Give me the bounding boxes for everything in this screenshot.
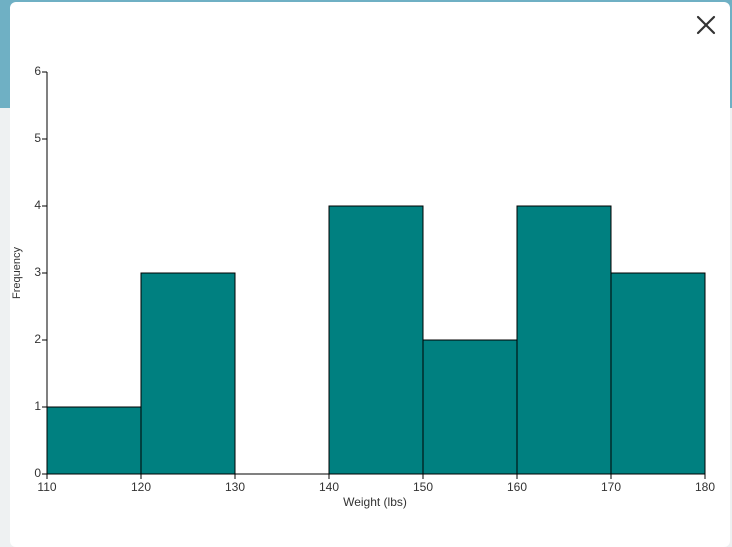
y-tick-label: 3 (34, 265, 41, 279)
bar (610, 272, 706, 475)
y-tick-label: 5 (34, 131, 41, 145)
bar (46, 406, 142, 475)
bar (328, 205, 424, 475)
x-tick-label: 150 (413, 480, 433, 494)
bar (140, 272, 236, 475)
x-tick-label: 130 (225, 480, 245, 494)
y-tick-label: 0 (34, 466, 41, 480)
bar (422, 339, 518, 475)
x-tick-label: 170 (601, 480, 621, 494)
close-button[interactable] (696, 15, 716, 35)
y-axis-label: Frequency (11, 247, 23, 299)
x-tick-label: 110 (37, 480, 56, 494)
x-tick-label: 160 (507, 480, 527, 494)
x-tick-label: 180 (695, 480, 715, 494)
y-tick-label: 4 (34, 198, 41, 212)
y-tick-label: 1 (34, 399, 41, 413)
x-tick-label: 120 (131, 480, 151, 494)
y-tick-label: 6 (34, 64, 41, 78)
y-tick-label: 2 (34, 332, 41, 346)
bar (516, 205, 612, 475)
x-axis-label: Weight (lbs) (343, 495, 407, 509)
x-tick-label: 140 (319, 480, 339, 494)
